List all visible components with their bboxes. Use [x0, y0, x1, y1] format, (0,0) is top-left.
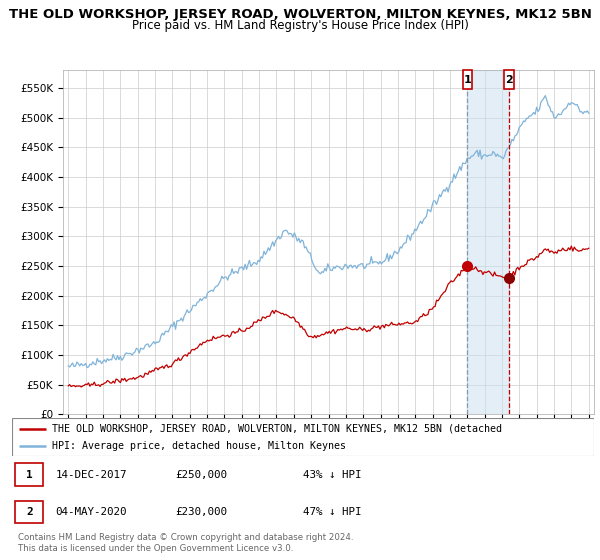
Text: 47% ↓ HPI: 47% ↓ HPI	[303, 507, 361, 517]
Text: 1: 1	[463, 74, 471, 85]
Text: 04-MAY-2020: 04-MAY-2020	[56, 507, 127, 517]
Bar	[16, 464, 43, 486]
FancyBboxPatch shape	[463, 70, 472, 89]
Text: 2: 2	[505, 74, 513, 85]
Bar	[16, 501, 43, 523]
Text: 43% ↓ HPI: 43% ↓ HPI	[303, 470, 361, 479]
Text: THE OLD WORKSHOP, JERSEY ROAD, WOLVERTON, MILTON KEYNES, MK12 5BN: THE OLD WORKSHOP, JERSEY ROAD, WOLVERTON…	[8, 8, 592, 21]
Text: 14-DEC-2017: 14-DEC-2017	[56, 470, 127, 479]
Bar	[467, 70, 509, 414]
Text: Price paid vs. HM Land Registry's House Price Index (HPI): Price paid vs. HM Land Registry's House …	[131, 19, 469, 32]
Text: £250,000: £250,000	[175, 470, 227, 479]
FancyBboxPatch shape	[504, 70, 514, 89]
Text: THE OLD WORKSHOP, JERSEY ROAD, WOLVERTON, MILTON KEYNES, MK12 5BN (detached: THE OLD WORKSHOP, JERSEY ROAD, WOLVERTON…	[52, 423, 502, 433]
Text: £230,000: £230,000	[175, 507, 227, 517]
Text: 2: 2	[26, 507, 33, 517]
Text: Contains HM Land Registry data © Crown copyright and database right 2024.
This d: Contains HM Land Registry data © Crown c…	[18, 533, 353, 553]
Text: HPI: Average price, detached house, Milton Keynes: HPI: Average price, detached house, Milt…	[52, 441, 346, 451]
Text: 1: 1	[26, 470, 33, 479]
